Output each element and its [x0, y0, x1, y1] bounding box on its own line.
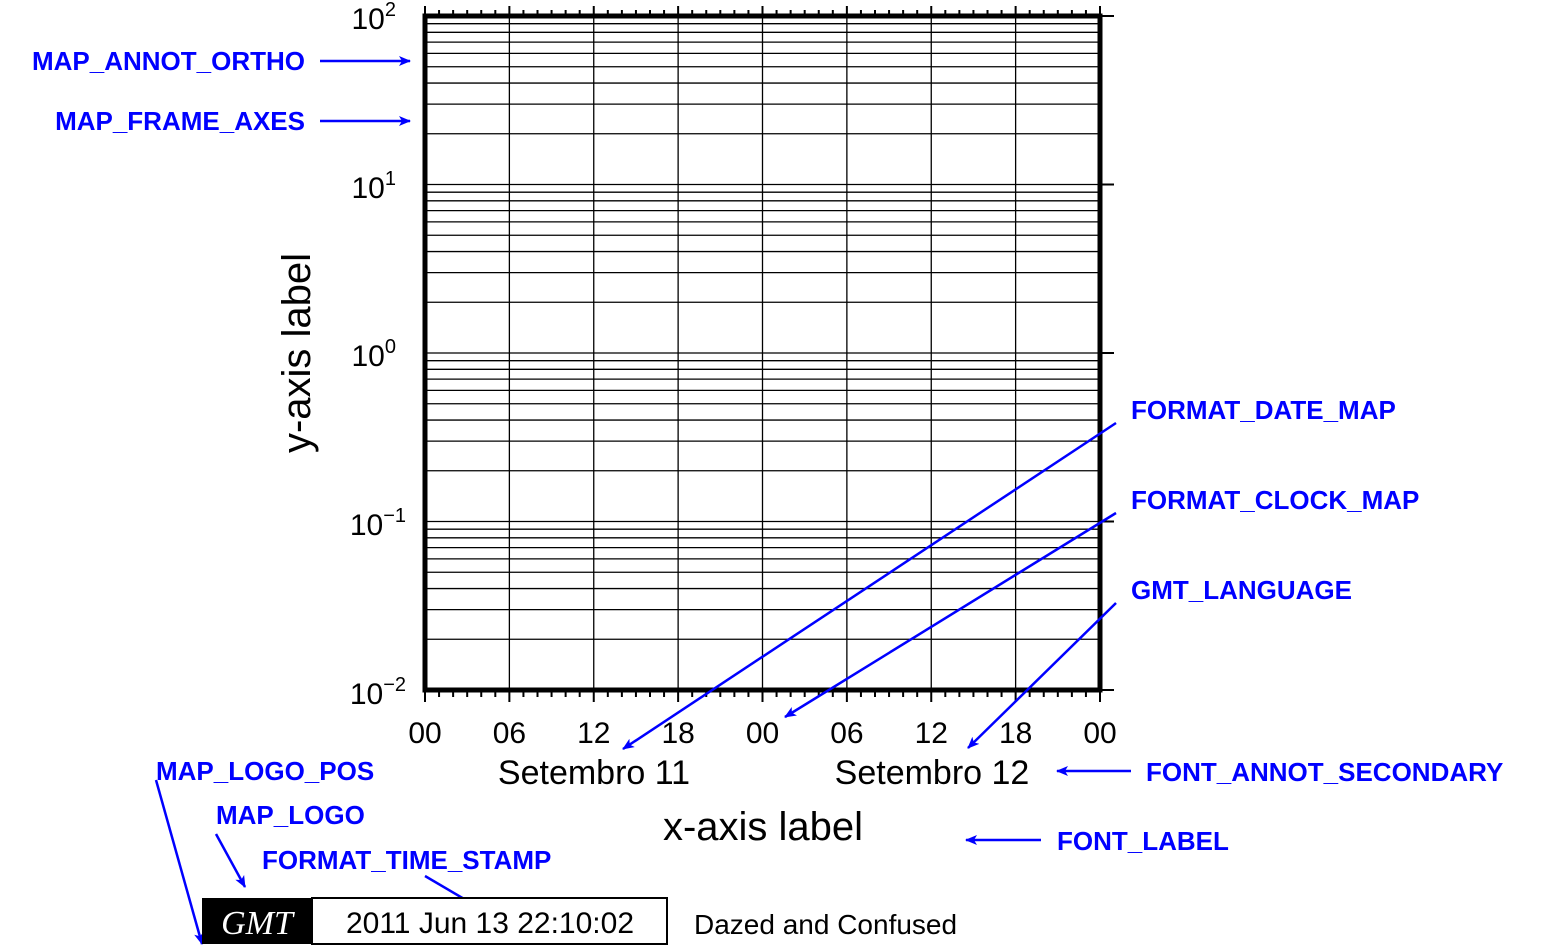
x-axis-label: x-axis label — [663, 805, 863, 849]
x-tick-label: 12 — [577, 717, 610, 750]
x-tick-label: 00 — [1083, 717, 1116, 750]
time-stamp-box — [311, 897, 668, 945]
label-map-logo-pos: MAP_LOGO_POS — [156, 756, 374, 786]
y-tick-label-100: 102 — [352, 0, 397, 36]
x-tick-label: 18 — [661, 717, 694, 750]
axis-ticks — [424, 6, 1114, 702]
label-font-label: FONT_LABEL — [1057, 826, 1229, 856]
label-gmt-language: GMT_LANGUAGE — [1131, 575, 1352, 605]
grid-lines — [425, 16, 1100, 691]
arrow-map-logo — [214, 833, 247, 888]
x-tick-label: 12 — [915, 717, 948, 750]
y-tick-labels: 102 101 100 10−1 10−2 — [350, 0, 406, 711]
y-tick-label-1: 100 — [352, 336, 397, 373]
gmt-logo-box — [202, 898, 312, 944]
date-label-setembro-12: Setembro 12 — [835, 754, 1030, 792]
y-axis-label: y-axis label — [275, 253, 319, 453]
x-tick-label: 06 — [493, 717, 526, 750]
command-text: Dazed and Confused — [694, 909, 957, 940]
y-tick-label-10: 101 — [352, 168, 397, 205]
label-map-logo: MAP_LOGO — [216, 800, 365, 830]
label-format-clock-map: FORMAT_CLOCK_MAP — [1131, 485, 1419, 515]
label-format-date-map: FORMAT_DATE_MAP — [1131, 395, 1396, 425]
arrow-format-date-map — [622, 421, 1117, 751]
x-tick-label: 18 — [999, 717, 1032, 750]
label-font-annot-secondary: FONT_ANNOT_SECONDARY — [1146, 757, 1503, 787]
label-map-frame-axes: MAP_FRAME_AXES — [55, 106, 305, 136]
arrow-format-clock-map — [784, 511, 1117, 719]
plot-frame — [422, 13, 1103, 693]
arrow-map-logo-pos — [154, 779, 204, 945]
x-tick-label: 00 — [408, 717, 441, 750]
gmt-logo: GMT — [221, 905, 295, 942]
x-tick-label: 00 — [746, 717, 779, 750]
arrow-gmt-language — [967, 602, 1117, 749]
x-tick-labels: 00 06 12 18 00 06 12 18 00 — [408, 717, 1116, 750]
time-stamp: GMT 2011 Jun 13 22:10:02 Dazed and Confu… — [202, 897, 957, 945]
y-tick-label-0.01: 10−2 — [350, 674, 406, 711]
x-tick-label: 06 — [830, 717, 863, 750]
label-map-annot-ortho: MAP_ANNOT_ORTHO — [32, 46, 305, 76]
date-label-setembro-11: Setembro 11 — [498, 754, 690, 792]
annotation-arrows — [154, 56, 1131, 945]
time-stamp-text: 2011 Jun 13 22:10:02 — [346, 907, 634, 940]
y-tick-label-0.1: 10−1 — [350, 505, 406, 542]
label-format-time-stamp: FORMAT_TIME_STAMP — [262, 845, 551, 875]
